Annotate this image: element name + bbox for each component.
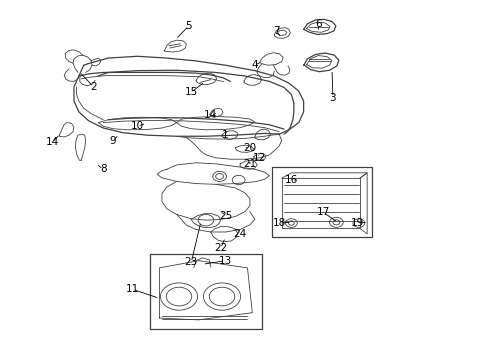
Text: 5: 5 bbox=[186, 21, 192, 31]
Text: 21: 21 bbox=[243, 159, 256, 169]
Text: 15: 15 bbox=[185, 87, 198, 97]
Text: 6: 6 bbox=[315, 19, 321, 29]
Text: 16: 16 bbox=[285, 175, 298, 185]
Text: 8: 8 bbox=[100, 164, 107, 174]
Text: 9: 9 bbox=[110, 136, 117, 145]
Text: 1: 1 bbox=[222, 130, 229, 140]
Text: 19: 19 bbox=[351, 218, 364, 228]
Text: 14: 14 bbox=[204, 111, 218, 121]
Text: 4: 4 bbox=[251, 60, 258, 70]
Text: 25: 25 bbox=[219, 211, 232, 221]
Text: 22: 22 bbox=[214, 243, 227, 253]
Text: 10: 10 bbox=[131, 121, 144, 131]
Text: 3: 3 bbox=[330, 93, 336, 103]
Text: 7: 7 bbox=[273, 26, 280, 36]
Bar bbox=[272, 167, 372, 237]
Text: 18: 18 bbox=[272, 218, 286, 228]
Text: 17: 17 bbox=[317, 207, 330, 217]
Text: 14: 14 bbox=[46, 138, 59, 147]
Bar bbox=[150, 253, 262, 329]
Text: 23: 23 bbox=[185, 257, 198, 267]
Text: 24: 24 bbox=[234, 229, 247, 239]
Text: 2: 2 bbox=[90, 82, 97, 92]
Text: 11: 11 bbox=[126, 284, 139, 294]
Text: 20: 20 bbox=[244, 143, 256, 153]
Text: 12: 12 bbox=[253, 153, 266, 163]
Text: 13: 13 bbox=[219, 256, 232, 266]
